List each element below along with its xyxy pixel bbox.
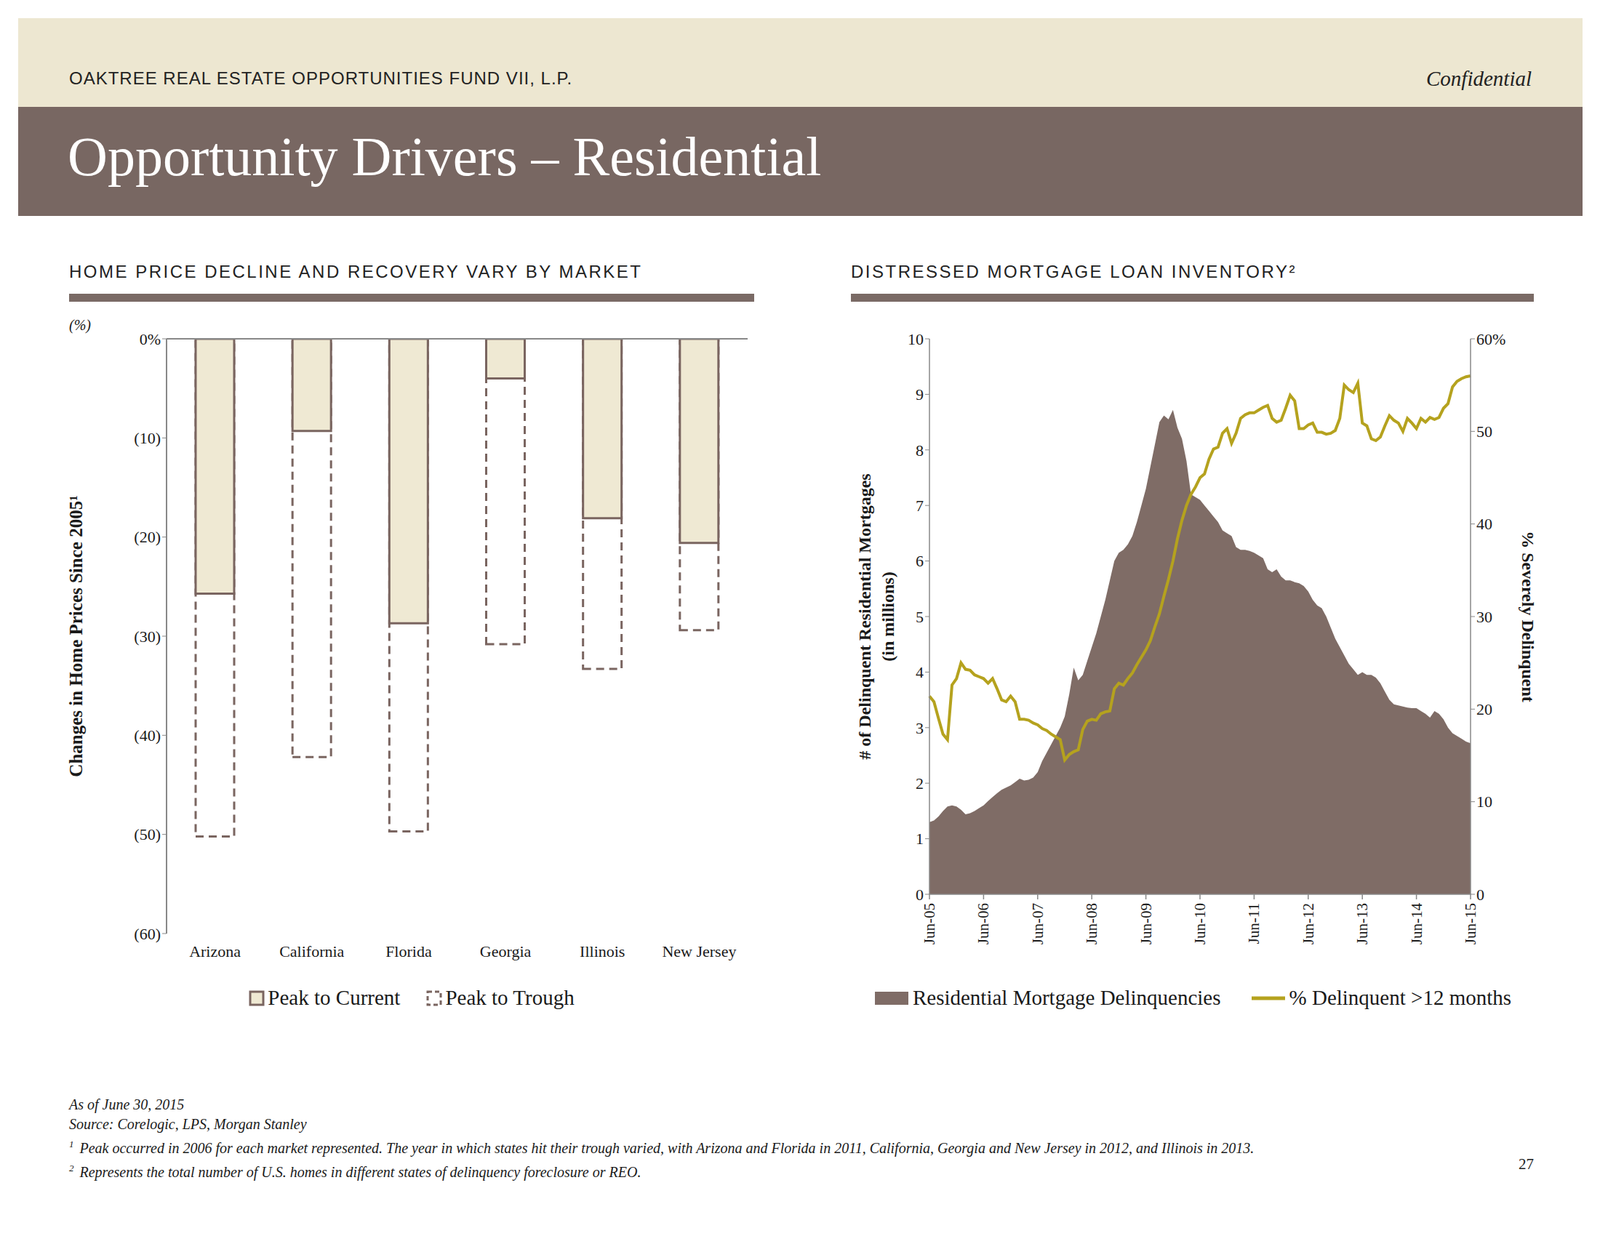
svg-text:30: 30: [1476, 608, 1493, 627]
svg-text:New Jersey: New Jersey: [661, 942, 736, 961]
svg-text:Jun-06: Jun-06: [974, 903, 992, 945]
svg-text:Georgia: Georgia: [480, 942, 532, 961]
svg-text:Jun-05: Jun-05: [920, 903, 939, 945]
html-text:# of Delinquent Residential Mo: # of Delinquent Residential Mortgages: [855, 473, 875, 760]
svg-text:9: 9: [915, 385, 924, 404]
html-text:2 Represents the total number: 2 Represents the total number of U.S. ho…: [69, 1162, 642, 1180]
svg-text:Jun-07: Jun-07: [1029, 903, 1047, 945]
svg-text:0%: 0%: [139, 330, 161, 349]
html-text:OAKTREE REAL ESTATE OPPORTUNIT: OAKTREE REAL ESTATE OPPORTUNITIES FUND V…: [69, 68, 573, 88]
html-text:HOME PRICE DECLINE AND RECOVER: HOME PRICE DECLINE AND RECOVERY VARY BY …: [69, 261, 643, 282]
svg-text:(40): (40): [133, 726, 161, 745]
svg-text:20: 20: [1476, 700, 1493, 719]
svg-text:10: 10: [1476, 792, 1493, 811]
html-text:% Severely Delinquent: % Severely Delinquent: [1518, 531, 1538, 703]
html-text:Residential Mortgage Delinquen: Residential Mortgage Delinquencies: [912, 986, 1221, 1010]
svg-text:Jun-10: Jun-10: [1191, 903, 1209, 945]
svg-text:2: 2: [915, 774, 924, 793]
svg-text:3: 3: [915, 719, 924, 738]
html-text:Source: Corelogic, LPS, Morgan: Source: Corelogic, LPS, Morgan Stanley: [69, 1116, 307, 1133]
svg-text:(60): (60): [133, 925, 161, 944]
html-text:Peak to Current: Peak to Current: [267, 986, 401, 1010]
svg-text:Jun-15: Jun-15: [1461, 903, 1480, 945]
svg-text:0: 0: [1476, 885, 1485, 904]
svg-text:7: 7: [915, 496, 924, 515]
html-text:DISTRESSED MORTGAGE LOAN INVEN: DISTRESSED MORTGAGE LOAN INVENTORY²: [850, 261, 1297, 282]
html-text:1 Peak occurred in 2006 for ea: 1 Peak occurred in 2006 for each market …: [69, 1138, 1255, 1157]
svg-text:(50): (50): [133, 825, 161, 844]
svg-text:(10): (10): [133, 429, 161, 448]
html-text:Confidential: Confidential: [1426, 66, 1532, 91]
svg-text:Jun-09: Jun-09: [1137, 903, 1155, 945]
svg-text:Jun-11: Jun-11: [1245, 903, 1263, 944]
svg-text:California: California: [279, 942, 344, 961]
svg-text:8: 8: [915, 441, 924, 460]
html-text:Changes in Home Prices Since 2: Changes in Home Prices Since 2005¹: [66, 495, 86, 778]
svg-text:Jun-12: Jun-12: [1299, 903, 1318, 945]
svg-text:1: 1: [915, 829, 924, 848]
svg-text:50: 50: [1476, 422, 1493, 441]
html-text:(in millions): (in millions): [878, 571, 898, 662]
svg-text:4: 4: [915, 663, 924, 682]
svg-text:40: 40: [1476, 514, 1493, 534]
svg-text:Florida: Florida: [385, 942, 432, 961]
svg-text:Jun-14: Jun-14: [1408, 903, 1426, 946]
svg-text:Jun-13: Jun-13: [1353, 903, 1371, 945]
html-text:27: 27: [1518, 1155, 1534, 1174]
html-text:Peak to Trough: Peak to Trough: [445, 986, 575, 1010]
html-text:As of June 30, 2015: As of June 30, 2015: [69, 1096, 185, 1113]
svg-text:5: 5: [915, 608, 924, 627]
svg-text:(30): (30): [133, 627, 161, 646]
html-text:Opportunity Drivers – Resident: Opportunity Drivers – Residential: [67, 125, 822, 187]
svg-text:6: 6: [915, 552, 924, 571]
svg-text:(20): (20): [133, 528, 161, 547]
svg-text:Illinois: Illinois: [579, 942, 625, 961]
svg-text:Jun-08: Jun-08: [1082, 903, 1101, 945]
svg-text:Arizona: Arizona: [189, 942, 241, 961]
html-text:% Delinquent >12 months: % Delinquent >12 months: [1289, 986, 1512, 1010]
svg-text:60%: 60%: [1476, 330, 1506, 349]
svg-text:0: 0: [915, 885, 924, 904]
svg-text:10: 10: [907, 330, 924, 349]
